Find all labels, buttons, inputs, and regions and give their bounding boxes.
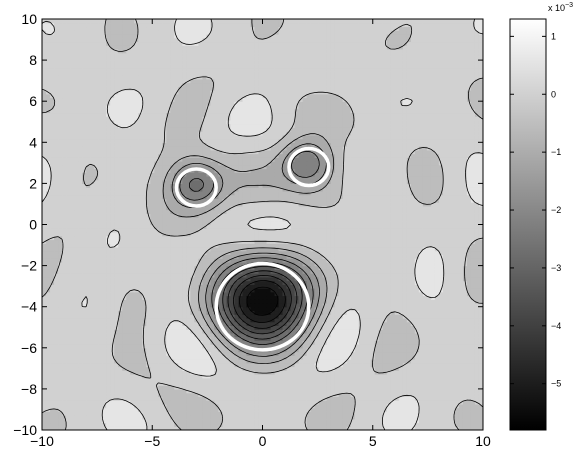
y-axis: −10 −8 −6 −4 −2 0 2 4 6 8 10 (13, 11, 483, 438)
colorbar-tick-label: −2 (551, 205, 561, 215)
colorbar-tick-label: 1 (551, 31, 556, 41)
y-tick-label: −10 (13, 422, 37, 438)
y-tick-label: 0 (29, 217, 37, 233)
x-tick-label: −5 (144, 433, 160, 449)
y-tick-label: 10 (21, 11, 37, 27)
colorbar-gradient (509, 18, 547, 431)
x-axis: −10 −5 0 5 10 (30, 19, 491, 449)
x-tick-label: 10 (475, 433, 491, 449)
y-tick-label: −4 (21, 299, 37, 315)
y-tick-label: −8 (21, 381, 37, 397)
overlay-circle-3 (287, 146, 331, 188)
colorbar-tick-label: −3 (551, 263, 561, 273)
y-tick-label: 8 (29, 52, 37, 68)
colorbar-tick-label: 0 (551, 89, 556, 99)
x-tick-label: 0 (259, 433, 267, 449)
colorbar: 1 0 −1 −2 −3 −4 −5 x 10−3 (509, 2, 573, 431)
overlay-circle-1 (214, 261, 311, 352)
y-tick-label: −2 (21, 258, 37, 274)
colorbar-ticks: 1 0 −1 −2 −3 −4 −5 (510, 31, 561, 389)
overlay-circle-2 (174, 167, 218, 208)
y-tick-label: 6 (29, 93, 37, 109)
overlay-circles (174, 146, 331, 352)
colorbar-tick-label: −1 (551, 147, 561, 157)
y-tick-label: 2 (29, 175, 37, 191)
colorbar-tick-label: −4 (551, 321, 561, 331)
x-tick-label: 5 (369, 433, 377, 449)
colorbar-exponent-label: x 10−3 (548, 2, 573, 13)
x-tick-label: −10 (30, 433, 54, 449)
y-tick-label: 4 (29, 134, 37, 150)
plot-area (42, 19, 483, 430)
colorbar-tick-label: −5 (551, 379, 561, 389)
y-tick-label: −6 (21, 340, 37, 356)
contour-fills (42, 19, 483, 430)
